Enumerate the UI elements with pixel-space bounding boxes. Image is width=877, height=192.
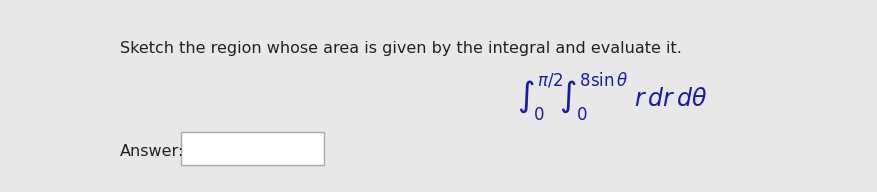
Text: $\int_0^{\pi/2}\!\int_0^{8\sin\theta}\ r\,dr\,d\theta$: $\int_0^{\pi/2}\!\int_0^{8\sin\theta}\ r… [517,71,708,123]
Text: Answer:: Answer: [120,144,184,159]
FancyBboxPatch shape [181,132,324,165]
Text: Sketch the region whose area is given by the integral and evaluate it.: Sketch the region whose area is given by… [120,41,681,56]
